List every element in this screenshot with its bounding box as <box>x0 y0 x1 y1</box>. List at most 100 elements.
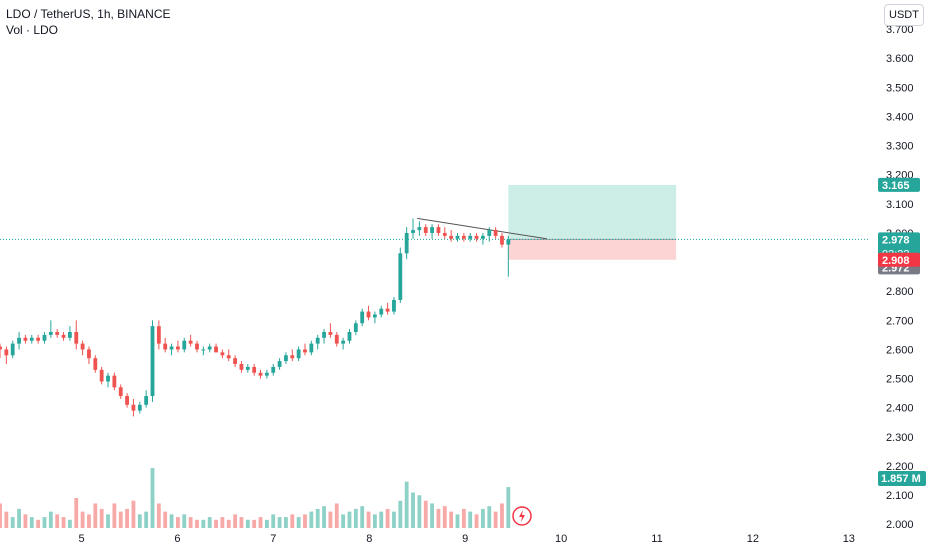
x-tick-label: 11 <box>651 533 662 545</box>
level-lines <box>0 217 868 240</box>
volume-bar <box>87 514 91 528</box>
candle-body <box>372 314 377 318</box>
candles <box>0 218 511 417</box>
volume-bar <box>328 511 333 528</box>
volume-bar <box>93 503 98 528</box>
x-tick-label: 6 <box>174 533 180 545</box>
candle-body <box>271 366 276 373</box>
candle-body <box>29 337 34 341</box>
volume-bar <box>118 511 123 528</box>
target-zone <box>508 184 677 240</box>
candle-body <box>449 235 454 239</box>
volume-bar <box>442 506 447 528</box>
volume-bar <box>4 511 9 528</box>
volume-bar <box>449 511 454 528</box>
candle-body <box>366 311 371 318</box>
volume-bar <box>296 517 301 528</box>
time-axis[interactable]: 5 6 7 8 9 10 11 12 13 <box>78 533 854 545</box>
candle-body <box>182 340 187 350</box>
y-tick-label: 3.100 <box>886 199 914 211</box>
volume-indicator-label[interactable]: Vol · LDO <box>6 23 59 37</box>
y-tick-label: 2.600 <box>886 344 914 356</box>
candle-body <box>144 396 149 405</box>
volume-bar <box>392 511 396 528</box>
candle-body <box>417 227 422 231</box>
candle-body <box>61 334 66 338</box>
volume-bar <box>474 514 479 528</box>
candle-body <box>481 235 485 239</box>
volume-bar <box>315 508 320 528</box>
y-tick-label: 3.300 <box>886 141 914 153</box>
candle-body <box>118 387 123 397</box>
volume-bar <box>271 514 276 528</box>
candle-body <box>296 349 301 359</box>
candle-body <box>474 235 479 239</box>
y-tick-label: 2.500 <box>886 374 914 386</box>
stop-price-label: 2.908 <box>882 255 910 267</box>
candle-body <box>392 299 396 312</box>
candle-body <box>353 323 358 332</box>
volume-bar <box>48 511 53 528</box>
candle-body <box>74 331 79 344</box>
candle-body <box>156 326 161 344</box>
candle-body <box>137 404 142 411</box>
price-axis[interactable]: 2.000 2.100 2.200 2.300 2.400 2.500 2.600 2.700… <box>886 24 914 531</box>
volume-bar <box>468 511 473 528</box>
volume-bar <box>106 514 110 528</box>
candle-body <box>226 355 231 359</box>
volume-bar <box>214 519 218 528</box>
candle-body <box>398 253 403 300</box>
candle-body <box>436 227 441 233</box>
y-tick-label: 3.500 <box>886 82 914 94</box>
volume-bar <box>29 517 34 528</box>
candle-body <box>239 364 244 370</box>
volume-bar <box>347 511 352 528</box>
candle-body <box>67 331 72 338</box>
candle-body <box>112 375 117 388</box>
candle-body <box>334 334 339 344</box>
candle-body <box>360 311 365 324</box>
candle-body <box>315 337 320 344</box>
y-tick-label: 3.600 <box>886 53 914 65</box>
volume-bar <box>188 517 193 528</box>
candle-body <box>42 334 47 341</box>
volume-bar <box>112 503 117 528</box>
volume-bar <box>500 503 504 528</box>
candle-body <box>322 331 326 338</box>
volume-bar <box>430 503 434 528</box>
candle-body <box>150 326 155 397</box>
candle-body <box>188 340 193 344</box>
volume-bar <box>417 495 422 528</box>
candle-body <box>468 235 473 239</box>
x-tick-label: 5 <box>78 533 84 545</box>
volume-bar <box>17 508 21 528</box>
candle-body <box>284 355 288 362</box>
x-tick-label: 13 <box>843 533 855 545</box>
volume-bar <box>341 514 346 528</box>
candle-body <box>430 227 434 233</box>
volume-bar <box>220 517 225 528</box>
volume-bar <box>487 506 492 528</box>
candle-body <box>48 331 53 335</box>
volume-bar <box>493 511 498 528</box>
y-tick-label: 2.100 <box>886 490 914 502</box>
volume-bar <box>36 519 41 528</box>
volume-bar <box>252 519 257 528</box>
candle-body <box>93 358 98 370</box>
currency-button[interactable]: USDT <box>884 4 924 26</box>
volume-bar <box>366 511 371 528</box>
candle-body <box>423 227 428 233</box>
volume-bar <box>61 517 66 528</box>
x-tick-label: 8 <box>366 533 372 545</box>
volume-bar <box>10 517 15 528</box>
volume-bar <box>303 514 307 528</box>
symbol-title[interactable]: LDO / TetherUS, 1h, BINANCE <box>6 7 171 21</box>
volume-bar <box>385 508 390 528</box>
candle-body <box>328 331 333 335</box>
volume-bar <box>0 503 2 528</box>
candle-body <box>87 349 91 359</box>
candle-body <box>487 230 492 236</box>
